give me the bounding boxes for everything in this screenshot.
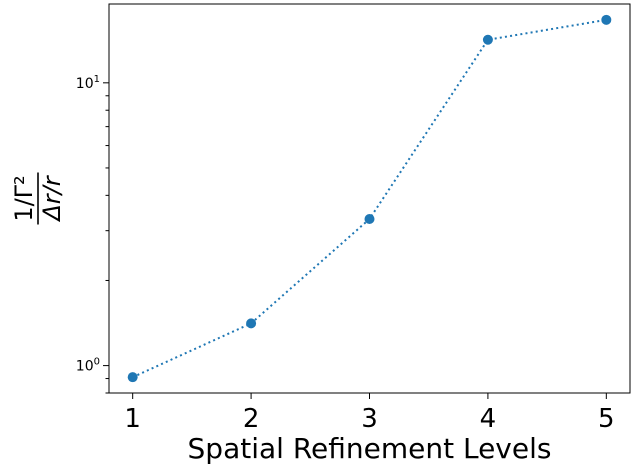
data-point — [246, 318, 257, 329]
y-axis-label-denominator: Δr/r — [38, 174, 66, 222]
y-tick-label: 100 — [76, 357, 100, 375]
y-axis-label: 1/Γ² Δr/r — [10, 172, 66, 225]
x-axis-ticks: 1 2 3 4 5 — [124, 393, 615, 434]
series-line — [132, 18, 607, 379]
plot-area — [127, 14, 612, 383]
x-tick-label: 3 — [361, 404, 378, 434]
x-tick-label: 5 — [598, 404, 615, 434]
x-tick-label: 4 — [480, 404, 497, 434]
y-axis-label-numerator: 1/Γ² — [10, 175, 38, 221]
y-axis-ticks: 100 101 — [76, 74, 109, 394]
x-tick-label: 1 — [124, 404, 141, 434]
data-point — [482, 34, 493, 45]
data-point — [127, 372, 138, 383]
data-point — [364, 213, 375, 224]
x-tick-label: 2 — [243, 404, 260, 434]
data-point — [601, 14, 612, 25]
y-tick-label: 101 — [76, 74, 100, 92]
x-axis-label: Spatial Refinement Levels — [188, 432, 552, 464]
axes-frame — [108, 3, 631, 394]
